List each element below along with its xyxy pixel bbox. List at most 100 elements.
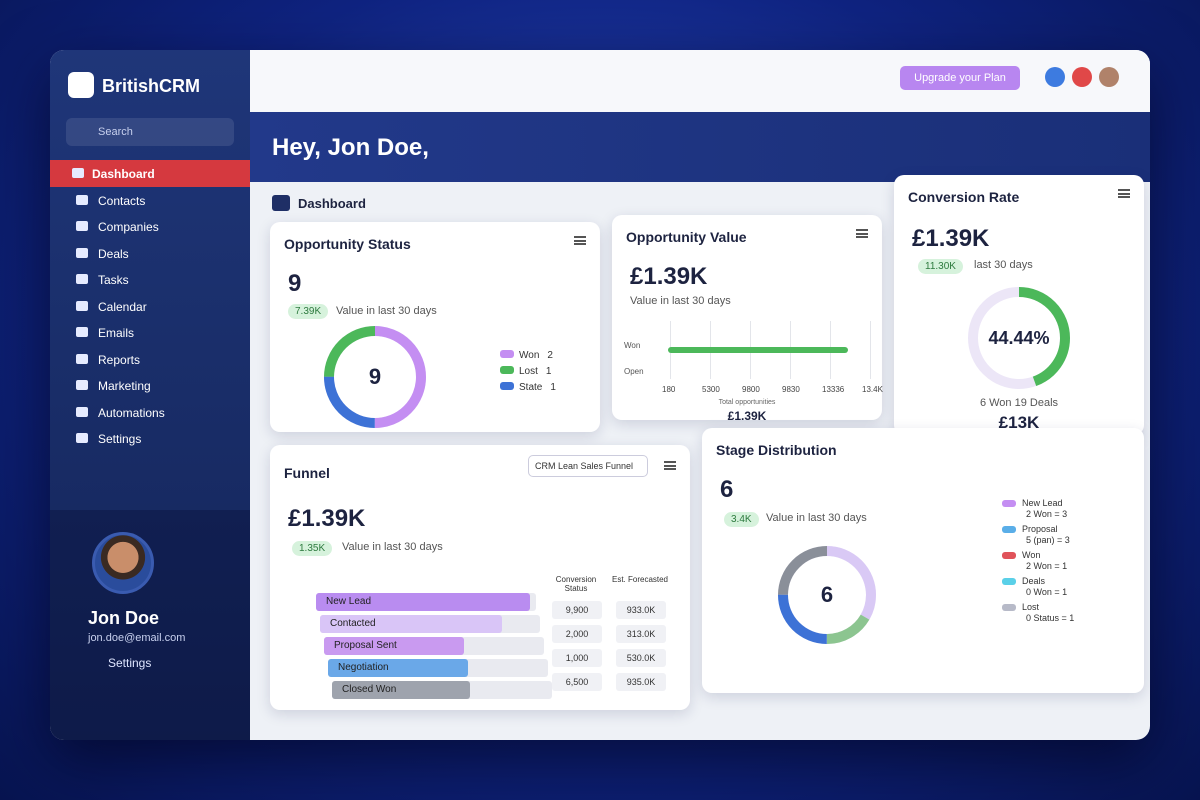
icon-button[interactable]: [1045, 67, 1065, 87]
menu-button[interactable]: [574, 236, 586, 245]
card-value: 9: [288, 270, 302, 297]
caption: Value in last 30 days: [342, 541, 443, 553]
avatar-button[interactable]: [1099, 67, 1119, 87]
legend-swatch: [1002, 526, 1016, 533]
topbar: Upgrade your Plan: [250, 50, 1150, 112]
menu-button[interactable]: [1118, 189, 1130, 198]
menu-button[interactable]: [664, 461, 676, 470]
donut-segment: [968, 287, 1070, 389]
nav-icon: [76, 406, 88, 417]
nav-item[interactable]: Dashboard: [50, 160, 250, 187]
badge: 11.30K: [918, 259, 963, 274]
nav-item[interactable]: Calendar: [50, 293, 250, 320]
legend-swatch: [500, 382, 514, 390]
nav-item[interactable]: Tasks: [50, 266, 250, 293]
legend-note: 0 Won = 1: [1026, 587, 1068, 597]
legend-note: 0 Status = 1: [1026, 613, 1075, 623]
legend-value: 1: [550, 382, 556, 393]
nav-icon: [76, 327, 88, 337]
funnel-card: Funnel CRM Lean Sales Funnel £1.39K 1.35…: [270, 445, 690, 710]
brand: BritishCRM: [102, 76, 200, 96]
user-settings[interactable]: Settings: [108, 656, 152, 670]
legend-swatch: [1002, 604, 1016, 611]
funnel-stage: New Lead: [316, 593, 530, 611]
opportunity-status-card: Opportunity Status 9 7.39K Value in last…: [270, 222, 600, 432]
nav-item[interactable]: Reports: [50, 346, 250, 373]
nav-item[interactable]: Emails: [50, 319, 250, 346]
cell: 933.0K: [616, 601, 666, 619]
user-panel: Jon Doe jon.doe@email.com Settings: [50, 510, 250, 740]
nav-item[interactable]: Contacts: [50, 187, 250, 214]
footer-value: £1.39K: [727, 409, 767, 423]
stage-distribution-card: Stage Distribution 6 3.4K Value in last …: [702, 428, 1144, 693]
caption: last 30 days: [974, 259, 1033, 271]
donut-segment: [778, 546, 876, 644]
rate-donut: 44.44%: [968, 287, 1070, 389]
nav-item[interactable]: Settings: [50, 425, 250, 452]
legend-swatch: [1002, 500, 1016, 507]
section-title: Dashboard: [298, 196, 366, 211]
nav-icon: [76, 380, 88, 390]
nav-icon: [76, 300, 88, 311]
upgrade-button[interactable]: Upgrade your Plan: [900, 66, 1020, 90]
nav-label: Contacts: [98, 193, 146, 208]
x-label: 9800: [742, 385, 760, 394]
donut-segment: [778, 546, 876, 644]
card-title: Conversion Rate: [908, 189, 1020, 205]
legend-note: 2 Won = 3: [1026, 509, 1068, 519]
x-label: 180: [662, 385, 676, 394]
funnel-dropdown[interactable]: CRM Lean Sales Funnel: [528, 455, 648, 477]
opportunity-value-card: Opportunity Value £1.39K Value in last 3…: [612, 215, 883, 423]
sidebar: BritishCRM Search Dashboard Contacts Compa…: [50, 50, 250, 740]
card-value: £1.39K: [630, 263, 708, 290]
legend-swatch: [500, 350, 514, 358]
section-icon: [272, 195, 290, 211]
card-title: Stage Distribution: [716, 442, 837, 458]
donut-center: 44.44%: [988, 328, 1049, 348]
legend-label: Lost: [1022, 602, 1040, 612]
nav-item[interactable]: Deals: [50, 240, 250, 267]
header-band: Hey, Jon Doe,: [250, 112, 1150, 182]
logo: [68, 72, 94, 98]
funnel-table: New Lead Contacted Proposal Sent Negotiatio…: [270, 555, 690, 705]
menu-button[interactable]: [856, 229, 868, 238]
legend-note: 2 Won = 1: [1026, 561, 1068, 571]
donut-center: 9: [369, 364, 381, 389]
nav-icon: [76, 274, 88, 284]
bar-chart: Won Open 180 5300 9800 9830 13336 13.4K Total op…: [612, 313, 883, 423]
card-value: 6: [720, 476, 734, 503]
legend-item: Lost 1: [500, 366, 556, 382]
donut-segment: [324, 326, 426, 428]
badge: 3.4K: [724, 512, 759, 527]
card-title: Opportunity Status: [284, 236, 411, 252]
nav-label: Marketing: [98, 379, 151, 393]
legend-label: Deals: [1022, 576, 1046, 586]
nav-icon: [76, 194, 88, 205]
x-label: 5300: [702, 385, 720, 394]
app-window: BritishCRM Search Dashboard Contacts Compa…: [50, 50, 1150, 740]
caption: Value in last 30 days: [630, 295, 731, 307]
nav-item[interactable]: Automations: [50, 399, 250, 426]
nav-icon: [72, 168, 84, 178]
legend-value: 2: [547, 350, 553, 361]
caption: Value in last 30 days: [336, 305, 437, 317]
legend-label: New Lead: [1022, 498, 1063, 508]
nav-label: Deals: [98, 246, 129, 261]
cell: 9,900: [552, 601, 602, 619]
nav-item[interactable]: Companies: [50, 213, 250, 240]
donut-segment: [324, 326, 426, 428]
column-header: Conversion Status: [555, 575, 597, 593]
cell: 2,000: [552, 625, 602, 643]
donut-segment: [778, 546, 876, 644]
cell: 530.0K: [616, 649, 666, 667]
badge: 7.39K: [288, 304, 329, 319]
search[interactable]: Search: [66, 118, 234, 146]
icon-button[interactable]: [1072, 67, 1092, 87]
legend-swatch: [500, 366, 514, 374]
x-label: 9830: [782, 385, 800, 394]
legend-item: State 1: [500, 382, 556, 398]
legend-label: Won: [1022, 550, 1041, 560]
card-title: Opportunity Value: [626, 229, 747, 245]
nav-item[interactable]: Marketing: [50, 372, 250, 399]
greeting: Hey, Jon Doe,: [272, 134, 429, 161]
